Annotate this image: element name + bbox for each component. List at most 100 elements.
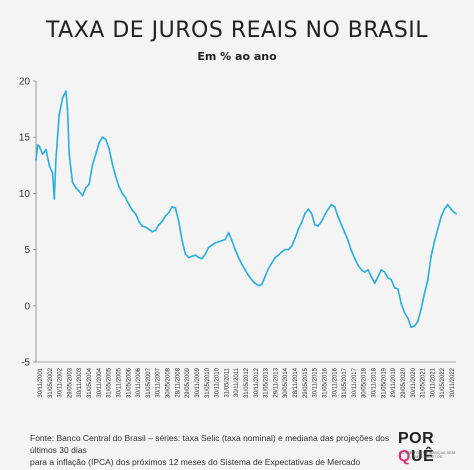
- data-point: [36, 144, 39, 147]
- data-point: [416, 320, 419, 323]
- data-point: [284, 248, 286, 251]
- x-tick-label: 31/05/2022: [440, 367, 446, 398]
- data-point: [446, 203, 449, 206]
- data-point: [337, 216, 339, 218]
- data-point: [81, 194, 84, 197]
- data-point: [397, 288, 399, 290]
- data-point: [247, 274, 250, 277]
- y-tick-label: 10: [19, 189, 31, 200]
- x-tick-label: 31/05/2017: [342, 367, 348, 398]
- data-point: [194, 254, 197, 257]
- x-tick-label: 28/11/2008: [175, 367, 181, 397]
- data-point: [407, 317, 409, 320]
- data-point: [184, 253, 187, 256]
- data-point: [171, 206, 174, 208]
- data-point: [440, 216, 442, 218]
- data-point: [104, 138, 107, 141]
- data-point: [433, 240, 436, 243]
- data-point: [66, 108, 69, 110]
- data-point: [84, 186, 87, 189]
- x-tick-label: 31/05/2006: [126, 367, 132, 398]
- data-point: [181, 239, 184, 242]
- data-point: [270, 262, 273, 264]
- chart-axes: [35, 81, 456, 363]
- x-tick-label: 30/11/2012: [254, 367, 260, 397]
- data-point: [244, 268, 247, 271]
- x-axis-ticks: 30/11/2001 31/05/2002 30/11/2002 29/05/2003…: [38, 367, 456, 398]
- data-point: [304, 212, 306, 215]
- data-point: [98, 141, 100, 144]
- data-point: [128, 203, 130, 206]
- data-point: [237, 256, 240, 259]
- data-point: [174, 207, 177, 209]
- x-tick-label: 30/11/2009: [195, 367, 201, 397]
- x-tick-label: 30/11/2022: [450, 367, 456, 397]
- x-tick-label: 30/11/2007: [156, 367, 162, 397]
- data-point: [320, 220, 323, 223]
- data-point: [231, 239, 233, 242]
- source-line-1: Fonte: Banco Central do Brasil – séries:…: [30, 433, 390, 455]
- x-tick-label: 31/05/2016: [322, 367, 328, 398]
- data-point: [214, 242, 217, 244]
- data-point: [167, 211, 170, 214]
- data-point: [51, 172, 54, 175]
- x-tick-label: 30/11/2015: [313, 367, 319, 397]
- data-point: [287, 248, 290, 251]
- data-point: [310, 212, 313, 215]
- data-point: [204, 253, 207, 256]
- data-point: [217, 240, 220, 243]
- data-point: [61, 97, 64, 99]
- data-point: [390, 279, 393, 281]
- data-point: [58, 113, 61, 116]
- data-point: [41, 153, 44, 156]
- x-tick-label: 30/05/2018: [362, 367, 368, 398]
- x-tick-label: 30/11/2002: [58, 367, 64, 397]
- data-point: [254, 282, 256, 285]
- data-point: [118, 185, 120, 188]
- data-point: [177, 220, 180, 223]
- x-tick-label: 30/11/2017: [352, 367, 358, 397]
- x-tick-label: 30/11/2011: [234, 367, 240, 397]
- data-point: [211, 244, 213, 247]
- x-tick-label: 28/11/2014: [293, 367, 299, 397]
- y-axis-ticks: -5 0 5 10 15 20: [19, 77, 36, 369]
- data-point: [154, 229, 157, 232]
- x-tick-label: 31/05/2010: [205, 367, 211, 398]
- data-point: [121, 192, 124, 195]
- data-point: [450, 208, 452, 211]
- x-tick-label: 30/11/2016: [332, 367, 338, 397]
- data-point: [191, 255, 193, 258]
- data-point: [134, 212, 137, 215]
- data-point: [393, 286, 396, 289]
- data-point: [413, 325, 416, 327]
- data-point: [333, 206, 336, 208]
- data-point: [74, 186, 77, 189]
- data-point: [65, 90, 67, 92]
- data-point: [327, 208, 330, 211]
- data-point: [274, 256, 276, 259]
- data-point: [264, 275, 266, 278]
- data-point: [138, 220, 140, 223]
- chart-subtitle: Em % ao ano: [197, 50, 277, 63]
- x-tick-label: 30/11/2010: [215, 367, 221, 397]
- data-point: [257, 284, 260, 287]
- data-point: [360, 268, 363, 271]
- x-tick-label: 29/11/2013: [273, 367, 279, 397]
- data-point: [380, 268, 383, 271]
- x-tick-label: 29/05/2003: [67, 367, 73, 398]
- x-tick-label: 31/05/2013: [264, 367, 270, 398]
- y-tick-label: 0: [24, 301, 30, 312]
- data-point: [114, 175, 117, 178]
- y-tick-label: -5: [21, 358, 30, 369]
- series-line: [35, 90, 457, 329]
- data-point: [48, 164, 51, 167]
- data-point: [131, 209, 134, 212]
- data-point: [383, 271, 386, 273]
- data-point: [94, 153, 97, 156]
- data-point: [78, 190, 81, 193]
- data-point: [300, 221, 303, 224]
- data-point: [317, 225, 320, 227]
- data-point: [453, 211, 456, 214]
- data-point: [353, 257, 356, 260]
